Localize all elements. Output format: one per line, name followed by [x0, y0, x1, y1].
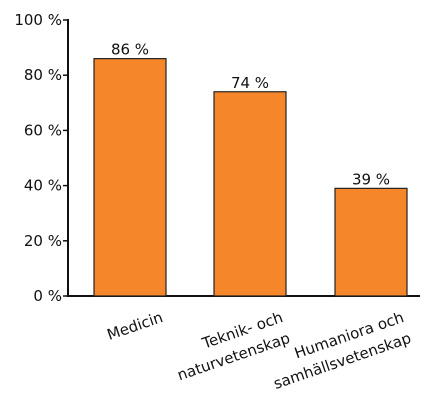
y-tick-label: 80 % [24, 66, 62, 84]
y-tick-label: 40 % [24, 177, 62, 195]
data-label-3: 39 % [352, 170, 390, 188]
bars [93, 58, 408, 297]
category-label-1: Medicin [105, 308, 165, 344]
y-tick-label: 100 % [14, 11, 62, 29]
category-label-line: Medicin [105, 308, 165, 344]
y-axis-ticks: 0 % 20 % 40 % 60 % 80 % 100 % [14, 11, 68, 305]
bar-3 [334, 187, 408, 297]
data-label-2: 74 % [231, 74, 269, 92]
bar-1 [93, 58, 167, 297]
data-labels: 86 % 74 % 39 % [111, 41, 390, 189]
y-tick-label: 20 % [24, 232, 62, 250]
y-tick-label: 0 % [33, 287, 62, 305]
bar-2 [213, 91, 287, 297]
data-label-1: 86 % [111, 41, 149, 59]
y-tick-label: 60 % [24, 121, 62, 139]
